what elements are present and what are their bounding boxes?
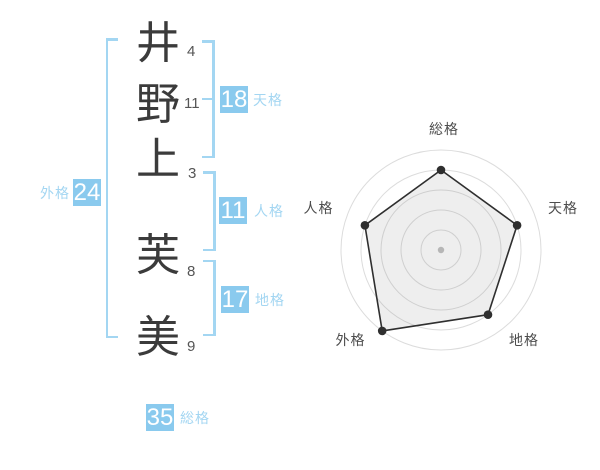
tenkaku-bracket-top-tick: [201, 40, 215, 43]
gaikaku-label: 外格: [40, 185, 70, 201]
tenkaku-bracket-middle-tick: [201, 97, 215, 100]
gaikaku-value-badge: 24: [73, 179, 101, 206]
stroke-count-1: 4: [187, 43, 196, 60]
radar-grid-ring: [380, 189, 502, 311]
radar-grid-ring: [340, 149, 542, 351]
tenkaku-bracket-bottom-tick: [201, 155, 215, 158]
radar-series-polygon: [364, 169, 518, 332]
chikaku-bracket-top-tick: [202, 259, 216, 262]
radar-series: [360, 165, 522, 336]
stroke-count-2: 11: [184, 95, 200, 112]
radar-center-dot: [437, 246, 445, 254]
gaikaku-bracket-line: [105, 38, 108, 338]
name-character-5: 美: [136, 313, 180, 362]
name-character-2: 野: [136, 80, 180, 129]
name-character-4: 芙: [136, 231, 180, 280]
radar-chart: 総格 天格 地格 外格 人格: [304, 121, 578, 351]
radar-grid-ring: [400, 209, 482, 291]
soukaku-value-badge: 35: [146, 404, 174, 431]
radar-grid-ring: [420, 229, 462, 271]
tenkaku-value-badge: 18: [220, 86, 248, 113]
jinkaku-bracket-top-tick: [202, 171, 216, 174]
radar-axis-soukaku: 総格: [429, 121, 459, 137]
jinkaku-bracket-bottom-tick: [202, 248, 216, 251]
chikaku-label: 地格: [255, 292, 285, 308]
jinkaku-value-badge: 11: [219, 197, 247, 224]
name-character-1: 井: [136, 19, 180, 68]
gaikaku-bracket-bottom-tick: [105, 335, 118, 338]
radar-vertex-dot: [483, 310, 493, 319]
radar-axis-jinkaku: 人格: [304, 200, 334, 216]
chikaku-bracket-line: [213, 259, 216, 336]
radar-vertex-dot: [360, 221, 370, 230]
stroke-count-3: 3: [188, 165, 197, 182]
jinkaku-label: 人格: [254, 203, 284, 219]
chikaku-value-badge: 17: [221, 286, 249, 313]
tenkaku-label: 天格: [253, 92, 283, 108]
chikaku-bracket-bottom-tick: [202, 333, 216, 336]
soukaku-label: 総格: [180, 410, 210, 426]
radar-axis-chikaku: 地格: [509, 332, 539, 348]
jinkaku-bracket-line: [213, 171, 216, 251]
gaikaku-bracket-top-tick: [105, 38, 118, 41]
stroke-count-5: 9: [187, 338, 196, 355]
name-character-3: 上: [136, 135, 180, 184]
radar-axis-gaikaku: 外格: [336, 332, 366, 348]
radar-vertex-dot: [512, 221, 522, 230]
stroke-count-4: 8: [187, 263, 196, 280]
radar-vertex-dot: [377, 326, 387, 336]
radar-axis-tenkaku: 天格: [548, 200, 578, 216]
radar-vertex-dot: [436, 165, 446, 175]
